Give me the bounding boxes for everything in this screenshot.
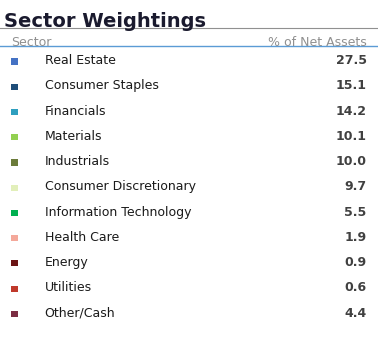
Bar	[11, 185, 18, 191]
Text: Utilities: Utilities	[45, 282, 92, 294]
Bar	[11, 58, 18, 65]
Bar	[11, 235, 18, 241]
Text: Real Estate: Real Estate	[45, 54, 116, 67]
Bar	[11, 159, 18, 166]
Bar	[11, 134, 18, 140]
Text: 10.1: 10.1	[336, 130, 367, 143]
Text: % of Net Assets: % of Net Assets	[268, 36, 367, 49]
Text: 15.1: 15.1	[336, 79, 367, 92]
Text: Other/Cash: Other/Cash	[45, 307, 115, 320]
Text: 0.6: 0.6	[344, 282, 367, 294]
Text: Materials: Materials	[45, 130, 102, 143]
Text: Financials: Financials	[45, 105, 106, 118]
Text: Consumer Discretionary: Consumer Discretionary	[45, 180, 195, 194]
Text: Energy: Energy	[45, 256, 88, 269]
Text: Health Care: Health Care	[45, 231, 119, 244]
Bar	[11, 109, 18, 115]
Text: 0.9: 0.9	[344, 256, 367, 269]
Bar	[11, 311, 18, 317]
Text: 5.5: 5.5	[344, 206, 367, 219]
Text: Sector: Sector	[11, 36, 52, 49]
Bar	[11, 84, 18, 90]
Text: Industrials: Industrials	[45, 155, 110, 168]
Bar	[11, 210, 18, 216]
Text: 9.7: 9.7	[344, 180, 367, 194]
Text: 1.9: 1.9	[344, 231, 367, 244]
Bar	[11, 286, 18, 292]
Text: 14.2: 14.2	[336, 105, 367, 118]
Text: 10.0: 10.0	[336, 155, 367, 168]
Text: Information Technology: Information Technology	[45, 206, 191, 219]
Text: 4.4: 4.4	[344, 307, 367, 320]
Text: Sector Weightings: Sector Weightings	[4, 12, 206, 31]
Bar	[11, 260, 18, 266]
Text: 27.5: 27.5	[336, 54, 367, 67]
Text: Consumer Staples: Consumer Staples	[45, 79, 158, 92]
